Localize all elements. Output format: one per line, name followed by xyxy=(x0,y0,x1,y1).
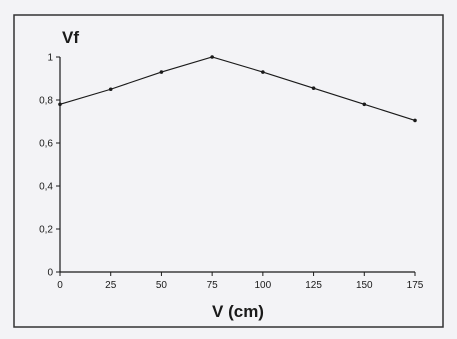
data-point xyxy=(108,87,113,92)
y-tick-label: 0 xyxy=(47,268,53,279)
y-tick-label: 0,6 xyxy=(39,139,53,150)
series-line xyxy=(59,56,416,121)
y-tick-label: 0,4 xyxy=(39,182,53,193)
x-tick-label: 125 xyxy=(305,280,322,291)
y-tick-label: 0,2 xyxy=(39,225,53,236)
data-point xyxy=(210,55,214,59)
series-group xyxy=(58,55,417,123)
data-point xyxy=(261,70,265,74)
x-axis-title: V (cm) xyxy=(212,302,264,321)
x-tick-label: 0 xyxy=(57,280,63,291)
y-tick-label: 0,8 xyxy=(39,96,53,107)
axes xyxy=(59,57,415,273)
x-tick-label: 100 xyxy=(255,280,272,291)
data-point xyxy=(362,102,367,107)
y-axis-title: Vf xyxy=(62,28,79,47)
x-tick-label: 50 xyxy=(156,280,168,291)
data-point xyxy=(413,118,417,123)
x-tick-label: 175 xyxy=(407,280,424,291)
x-tick-label: 25 xyxy=(105,280,117,291)
data-point xyxy=(311,86,316,90)
data-point xyxy=(58,102,62,107)
y-tick-label: 1 xyxy=(47,53,53,64)
data-point xyxy=(159,70,164,74)
x-tick-label: 75 xyxy=(207,280,219,291)
chart-border xyxy=(13,14,444,328)
x-tick-label: 150 xyxy=(356,280,373,291)
ticks: 0 25 50 75 100 125 150 175 0 0,2 0,4 0,6 0,8 1 xyxy=(39,53,424,292)
